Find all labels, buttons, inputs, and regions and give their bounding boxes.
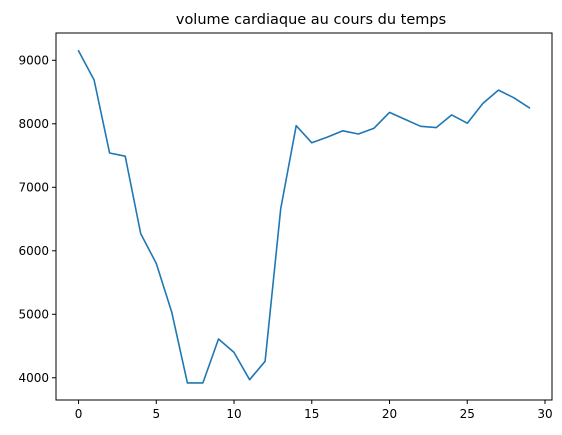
x-tick-label: 30 <box>537 407 552 421</box>
plot-frame <box>55 32 553 401</box>
y-tick-label: 4000 <box>18 371 49 385</box>
y-tick-label: 5000 <box>18 307 49 321</box>
y-tick-label: 7000 <box>18 180 49 194</box>
y-axis: 4000 5000 6000 7000 8000 9000 <box>18 53 56 385</box>
series-line <box>77 49 531 384</box>
x-axis: 0 5 10 15 20 25 30 <box>75 400 553 421</box>
y-tick-label: 8000 <box>18 117 49 131</box>
x-tick-label: 25 <box>460 407 475 421</box>
y-tick-label: 9000 <box>18 53 49 67</box>
x-tick-label: 20 <box>382 407 397 421</box>
x-tick-label: 0 <box>75 407 83 421</box>
chart-title: volume cardiaque au cours du temps <box>176 12 446 28</box>
x-tick-label: 10 <box>226 407 241 421</box>
x-tick-label: 15 <box>304 407 319 421</box>
series-layer <box>77 49 531 384</box>
y-tick-label: 6000 <box>18 244 49 258</box>
x-tick-label: 5 <box>152 407 160 421</box>
